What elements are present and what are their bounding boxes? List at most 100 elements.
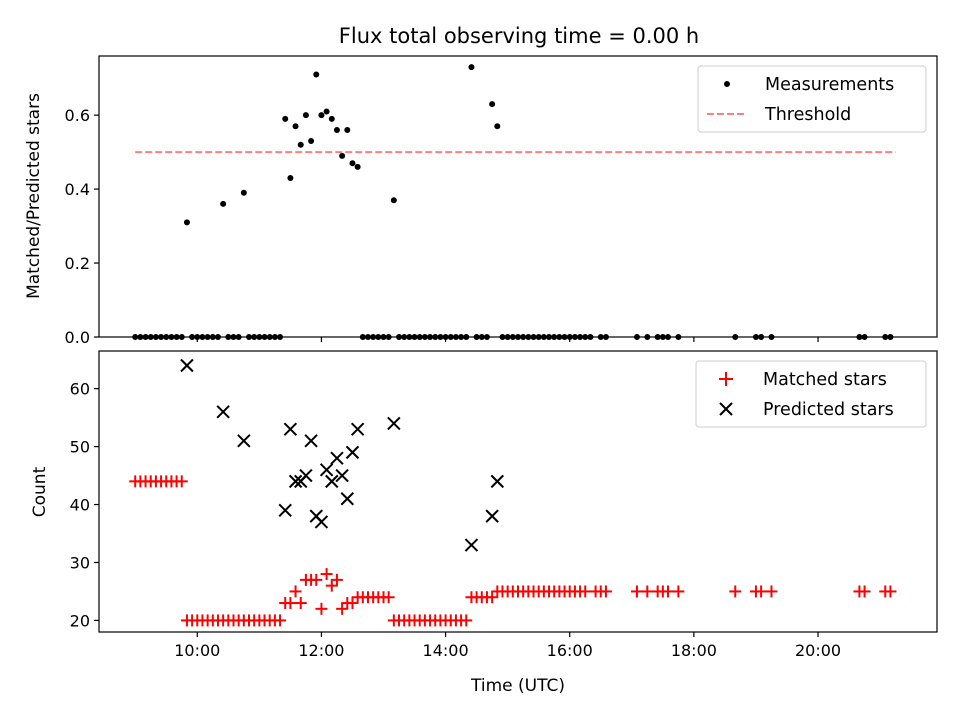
measurement-point xyxy=(390,197,397,204)
predicted-star-point xyxy=(180,358,194,373)
bottom-ytick-label: 40 xyxy=(70,496,90,515)
matched-star-point xyxy=(662,585,675,598)
matched-star-point xyxy=(382,591,395,604)
measurement-point xyxy=(297,141,304,148)
matched-star-point xyxy=(630,585,643,598)
matched-star-point xyxy=(175,475,188,488)
matched-star-point xyxy=(460,614,473,627)
bottom-panel: 20 30 40 50 60 10:00 12:00 14:00 16:00 18:00 20:00… xyxy=(30,350,938,696)
measurement-point xyxy=(354,163,361,170)
bottom-marks: 20 30 40 50 60 10:00 12:00 14:00 16:00 18:00 20:00 xyxy=(70,358,897,660)
predicted-star-point xyxy=(283,422,298,436)
legend-matched-label: Matched stars xyxy=(763,370,887,390)
legend-threshold-label: Threshold xyxy=(764,105,851,125)
legend-measurements-marker xyxy=(724,81,730,87)
matched-star-point xyxy=(765,585,778,598)
matched-star-point xyxy=(755,585,768,598)
predicted-star-point xyxy=(319,463,334,477)
matched-star-point xyxy=(294,597,307,610)
measurement-point xyxy=(313,71,320,78)
matched-star-point xyxy=(330,573,343,586)
top-legend: Measurements Threshold xyxy=(697,65,927,133)
predicted-star-point xyxy=(288,474,303,489)
bottom-xlabel: Time (UTC) xyxy=(470,676,565,696)
matched-star-point xyxy=(346,597,359,610)
predicted-star-point xyxy=(314,515,329,529)
matched-star-point xyxy=(641,585,654,598)
predicted-star-point xyxy=(330,451,344,465)
bottom-xtick-label: 16:00 xyxy=(547,641,593,660)
top-ytick-label: 0.2 xyxy=(65,254,90,273)
matched-star-point xyxy=(486,591,499,604)
top-panel: 0.0 0.2 0.4 0.6 Matched/Predicted stars Mea… xyxy=(24,55,938,347)
matched-star-point xyxy=(579,585,592,598)
matched-star-point xyxy=(325,579,338,592)
bottom-xtick-label: 18:00 xyxy=(671,641,717,660)
predicted-star-point xyxy=(216,405,230,419)
top-ylabel: Matched/Predicted stars xyxy=(24,93,44,299)
measurement-point xyxy=(494,123,501,130)
measurement-point xyxy=(323,108,330,115)
measurement-point xyxy=(308,138,315,145)
predicted-star-point xyxy=(464,538,479,552)
predicted-star-point xyxy=(387,416,401,431)
matched-star-point xyxy=(315,602,328,615)
measurement-point xyxy=(282,115,289,122)
measurement-point xyxy=(220,200,227,207)
top-ytick-label: 0.0 xyxy=(65,328,90,347)
bottom-xtick-label: 20:00 xyxy=(795,641,841,660)
legend-measurements-label: Measurements xyxy=(765,75,894,95)
legend-predicted-marker xyxy=(719,402,733,416)
measurement-point xyxy=(489,101,496,108)
measurement-point xyxy=(287,175,294,182)
top-ytick-label: 0.6 xyxy=(65,106,90,125)
measurement-point xyxy=(344,126,351,133)
measurement-point xyxy=(468,64,475,71)
matched-star-point xyxy=(336,602,349,615)
bottom-xtick-label: 14:00 xyxy=(423,641,469,660)
predicted-star-point xyxy=(350,422,365,436)
measurement-point xyxy=(333,126,340,133)
matched-star-point xyxy=(320,568,333,581)
predicted-star-point xyxy=(299,468,313,483)
matched-star-point xyxy=(284,597,297,610)
bottom-legend: Matched stars Predicted stars xyxy=(695,360,927,428)
top-legend-box xyxy=(697,65,927,133)
predicted-star-point xyxy=(340,492,355,506)
predicted-star-point xyxy=(345,445,360,460)
predicted-star-point xyxy=(325,474,339,489)
bottom-xtick-label: 10:00 xyxy=(174,641,220,660)
predicted-star-point xyxy=(237,434,251,448)
measurement-point xyxy=(349,160,356,167)
bottom-legend-box xyxy=(695,360,927,428)
predicted-star-point xyxy=(304,434,318,448)
matched-star-point xyxy=(274,614,287,627)
legend-predicted-label: Predicted stars xyxy=(763,400,894,420)
matched-star-point xyxy=(884,585,897,598)
bottom-ytick-label: 20 xyxy=(70,611,90,630)
legend-matched-marker xyxy=(719,372,733,386)
matched-star-point xyxy=(599,585,612,598)
bottom-ytick-label: 60 xyxy=(70,380,90,399)
measurement-point xyxy=(328,115,335,122)
top-axes-frame xyxy=(98,55,938,338)
matched-star-point xyxy=(310,573,323,586)
predicted-star-point xyxy=(485,509,499,523)
bottom-ylabel: Count xyxy=(30,466,50,517)
top-ytick-label: 0.4 xyxy=(65,180,90,199)
predicted-star-point xyxy=(278,503,292,518)
bottom-xtick-label: 12:00 xyxy=(298,641,344,660)
bottom-ytick-label: 30 xyxy=(70,553,90,572)
measurement-point xyxy=(183,219,190,226)
bottom-ytick-label: 50 xyxy=(70,438,90,457)
measurement-point xyxy=(318,112,325,119)
measurement-point xyxy=(302,112,309,119)
predicted-star-point xyxy=(490,474,505,489)
chart-title: Flux total observing time = 0.00 h xyxy=(339,24,699,48)
matched-star-point xyxy=(729,585,742,598)
bottom-axes-frame xyxy=(98,350,938,633)
matched-star-point xyxy=(858,585,871,598)
measurement-point xyxy=(292,123,299,130)
measurement-point xyxy=(240,189,247,196)
